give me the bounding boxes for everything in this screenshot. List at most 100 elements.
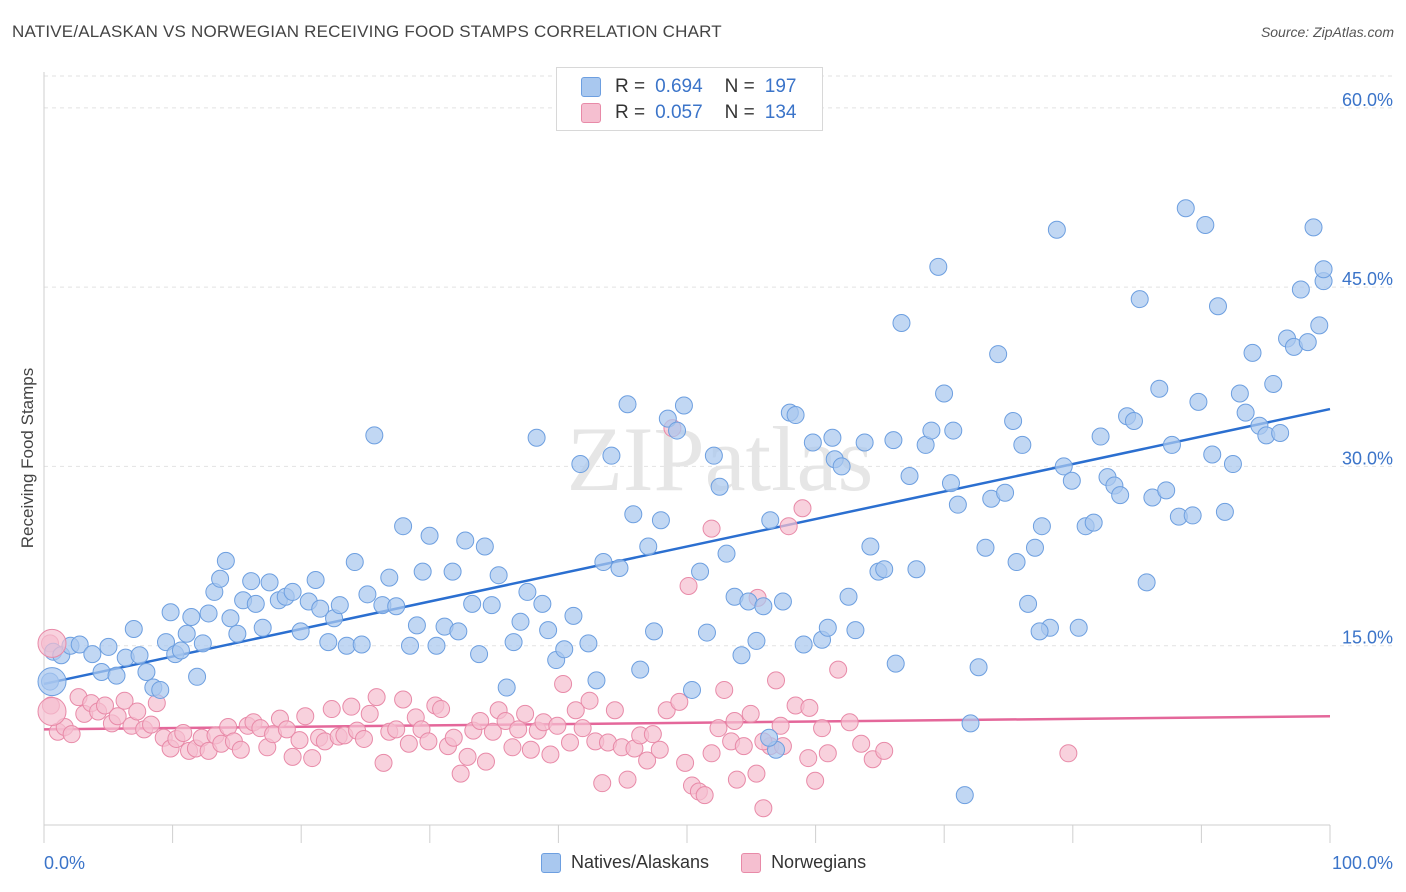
legend-label-natives: Natives/Alaskans — [571, 852, 710, 872]
native-point — [682, 680, 701, 699]
norwegian-point — [829, 660, 848, 679]
native-point — [1013, 435, 1032, 454]
native-point — [1271, 423, 1290, 442]
native-trend-line — [43, 407, 1331, 686]
norwegian-point — [394, 690, 413, 709]
native-point — [761, 511, 780, 530]
native-point — [961, 714, 980, 733]
native-point — [470, 645, 489, 664]
correlation-legend: R = 0.694 N = 197 R = 0.057 N = 134 — [556, 67, 823, 131]
native-point — [489, 566, 508, 585]
norwegian-point — [354, 729, 373, 748]
norwegian-point — [580, 691, 599, 710]
native-point — [1215, 502, 1234, 521]
native-point — [70, 635, 89, 654]
native-point — [989, 345, 1008, 364]
norwegian-point — [771, 716, 790, 735]
native-point — [253, 618, 272, 637]
norwegian-point — [715, 680, 734, 699]
norwegian-point — [800, 698, 819, 717]
native-point — [944, 421, 963, 440]
norwegian-point — [554, 674, 573, 693]
norwegian-point — [296, 707, 315, 726]
native-point — [1054, 457, 1073, 476]
legend-label-norwegians: Norwegians — [771, 852, 867, 872]
x-tick-label: 100.0% — [1332, 853, 1393, 873]
native-point — [407, 616, 426, 635]
native-point — [935, 384, 954, 403]
native-point — [823, 428, 842, 447]
native-point — [92, 663, 111, 682]
native-point — [739, 592, 758, 611]
norwegian-point — [657, 701, 676, 720]
norwegian-point — [725, 712, 744, 731]
norwegian-point — [754, 799, 773, 818]
native-point — [786, 406, 805, 425]
native-point — [306, 570, 325, 589]
y-tick-label: 45.0% — [1342, 269, 1393, 289]
native-point — [571, 455, 590, 474]
native-point — [260, 573, 279, 592]
native-point — [875, 560, 894, 579]
native-point — [618, 395, 637, 414]
native-point — [1304, 218, 1323, 237]
native-point — [337, 636, 356, 655]
native-point — [387, 597, 406, 616]
native-point — [511, 612, 530, 631]
native-point — [1047, 220, 1066, 239]
norwegian-point — [283, 747, 302, 766]
native-point — [1084, 513, 1103, 532]
native-point — [760, 728, 779, 747]
native-point — [674, 396, 693, 415]
native-point — [420, 526, 439, 545]
native-point — [645, 622, 664, 641]
norwegian-point — [676, 753, 695, 772]
norwegian-point — [605, 701, 624, 720]
native-point — [1007, 553, 1026, 572]
native-point — [922, 421, 941, 440]
norwegian-point — [541, 745, 560, 764]
native-point — [1130, 290, 1149, 309]
native-point — [929, 257, 948, 276]
norwegian-point — [695, 786, 714, 805]
norwegian-point — [444, 728, 463, 747]
n-label: N = — [724, 102, 755, 123]
native-point — [1062, 471, 1081, 490]
norwegian-point — [374, 753, 393, 772]
native-point — [83, 645, 102, 664]
n-value: 197 — [764, 76, 797, 97]
native-point — [1032, 517, 1051, 536]
norwegian-point — [875, 741, 894, 760]
native-point — [533, 594, 552, 613]
native-point — [161, 603, 180, 622]
tick-labels: 15.0% 30.0% 45.0% 60.0% 0.0% 100.0% Receiving … — [18, 90, 1393, 873]
pink-swatch — [581, 103, 601, 123]
norwegian-point — [643, 725, 662, 744]
norwegian-point — [360, 704, 379, 723]
legend-item-norwegians[interactable]: Norwegians — [741, 852, 866, 873]
norwegian-point — [852, 734, 871, 753]
norwegian-point — [779, 517, 798, 536]
native-point — [579, 634, 598, 653]
native-point — [697, 623, 716, 642]
native-point — [1236, 403, 1255, 422]
norwegian-point — [128, 702, 147, 721]
native-point — [594, 553, 613, 572]
native-point — [941, 474, 960, 493]
native-point — [1196, 215, 1215, 234]
norwegian-point — [813, 719, 832, 738]
n-value: 134 — [764, 102, 797, 123]
native-point — [151, 680, 170, 699]
native-point — [539, 621, 558, 640]
native-point — [704, 446, 723, 465]
native-point — [1264, 374, 1283, 393]
norwegian-point — [727, 770, 746, 789]
native-point — [651, 511, 670, 530]
native-point — [658, 409, 677, 428]
native-point — [311, 599, 330, 618]
legend-item-natives[interactable]: Natives/Alaskans — [541, 852, 709, 873]
data-points — [37, 199, 1333, 818]
norwegian-point — [432, 700, 451, 719]
norwegian-point — [560, 733, 579, 752]
